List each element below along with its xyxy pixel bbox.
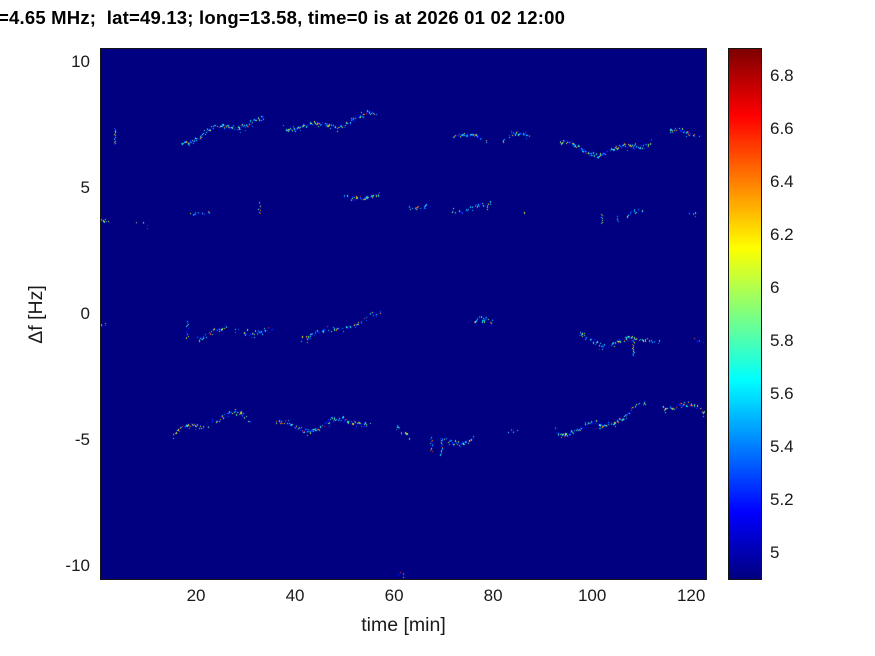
x-tick-label: 40 <box>285 586 305 605</box>
colorbar-tick-label: 6.2 <box>770 224 794 244</box>
colorbar-canvas <box>729 49 761 579</box>
x-tick-label: 100 <box>577 586 607 605</box>
colorbar-tick-label: 6 <box>770 277 780 297</box>
colorbar <box>728 48 762 580</box>
y-tick-label: 5 <box>80 177 90 197</box>
plot-area <box>100 48 707 580</box>
y-tick-label: -10 <box>65 556 90 576</box>
heatmap-canvas <box>101 49 706 579</box>
y-tick-label: 10 <box>71 51 90 71</box>
figure-title: =4.65 MHz; lat=49.13; long=13.58, time=0… <box>0 7 566 28</box>
colorbar-tick-label: 5.2 <box>770 489 794 509</box>
x-axis-label: time [min] <box>361 614 446 636</box>
x-tick-label: 60 <box>384 586 404 605</box>
x-tick-label: 120 <box>676 586 706 605</box>
colorbar-tick-label: 6.8 <box>770 65 794 85</box>
x-tick-label: 80 <box>483 586 503 605</box>
y-tick-label: 0 <box>80 304 90 323</box>
colorbar-tick-label: 5 <box>770 542 780 562</box>
colorbar-tick-label: 5.6 <box>770 383 794 403</box>
y-tick-label: -5 <box>74 430 90 450</box>
colorbar-tick-label: 6.4 <box>770 171 794 191</box>
colorbar-tick-label: 5.8 <box>770 330 794 350</box>
x-tick-label: 20 <box>186 586 206 605</box>
colorbar-tick-label: 6.6 <box>770 118 794 138</box>
colorbar-tick-label: 5.4 <box>770 436 794 456</box>
